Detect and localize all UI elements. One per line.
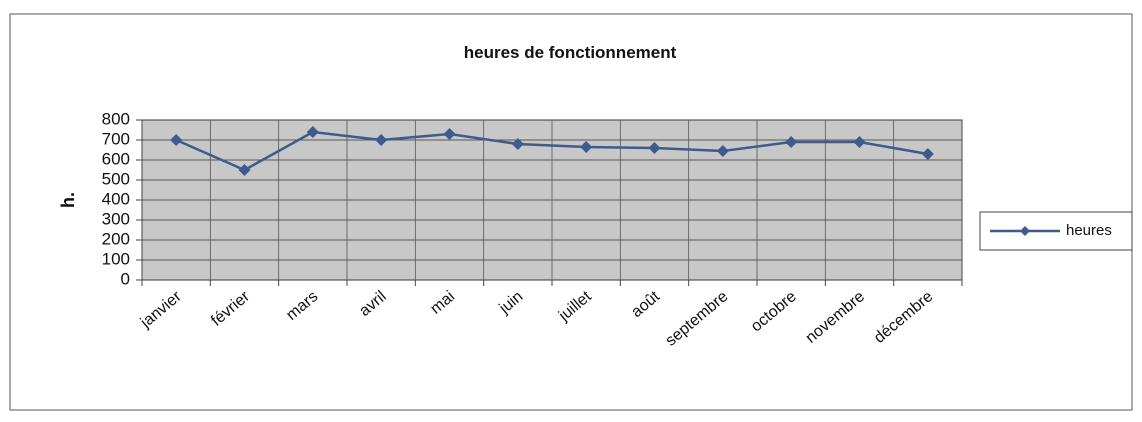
data-point <box>375 134 388 146</box>
y-tick-label: 100 <box>102 249 130 268</box>
data-point <box>580 141 593 153</box>
y-tick-label: 800 <box>102 109 130 128</box>
data-point <box>853 136 866 148</box>
legend-label: heures <box>1066 222 1112 239</box>
y-tick-label: 400 <box>102 189 130 208</box>
data-point <box>921 148 934 160</box>
chart-title: heures de fonctionnement <box>464 43 677 62</box>
data-point <box>785 136 798 148</box>
data-point <box>306 126 319 138</box>
data-point <box>511 138 524 150</box>
y-axis-label: h. <box>58 192 78 208</box>
y-tick-label: 0 <box>121 269 130 288</box>
y-tick-label: 600 <box>102 149 130 168</box>
data-point <box>443 128 456 140</box>
y-tick-label: 500 <box>102 169 130 188</box>
data-point <box>716 145 729 157</box>
legend-marker <box>1020 226 1030 236</box>
line-series <box>175 130 929 172</box>
y-tick-label: 200 <box>102 229 130 248</box>
y-tick-label: 700 <box>102 129 130 148</box>
data-point <box>648 142 661 154</box>
data-point <box>170 134 183 146</box>
y-tick-label: 300 <box>102 209 130 228</box>
data-point <box>238 164 251 176</box>
